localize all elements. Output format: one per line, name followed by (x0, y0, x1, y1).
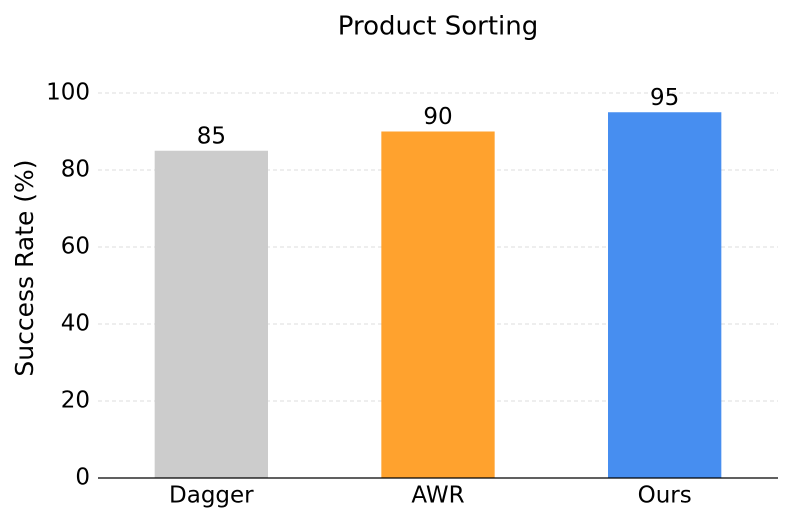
x-tick-label: Ours (638, 483, 692, 509)
y-axis-label: Success Rate (%) (10, 159, 39, 376)
y-tick-label: 100 (46, 80, 90, 106)
y-tick-label: 80 (61, 157, 90, 183)
y-tick-label: 40 (61, 311, 90, 337)
bar (381, 131, 495, 478)
y-tick-label: 0 (75, 465, 90, 491)
bar (154, 150, 268, 478)
value-label: 90 (423, 104, 452, 130)
x-tick-label: Dagger (169, 483, 254, 509)
value-label: 85 (197, 123, 226, 149)
y-tick-label: 20 (61, 388, 90, 414)
y-tick-label: 60 (61, 234, 90, 260)
value-label: 95 (650, 85, 679, 111)
bar (608, 112, 722, 478)
x-tick-label: AWR (411, 483, 464, 509)
chart-title: Product Sorting (338, 12, 538, 42)
